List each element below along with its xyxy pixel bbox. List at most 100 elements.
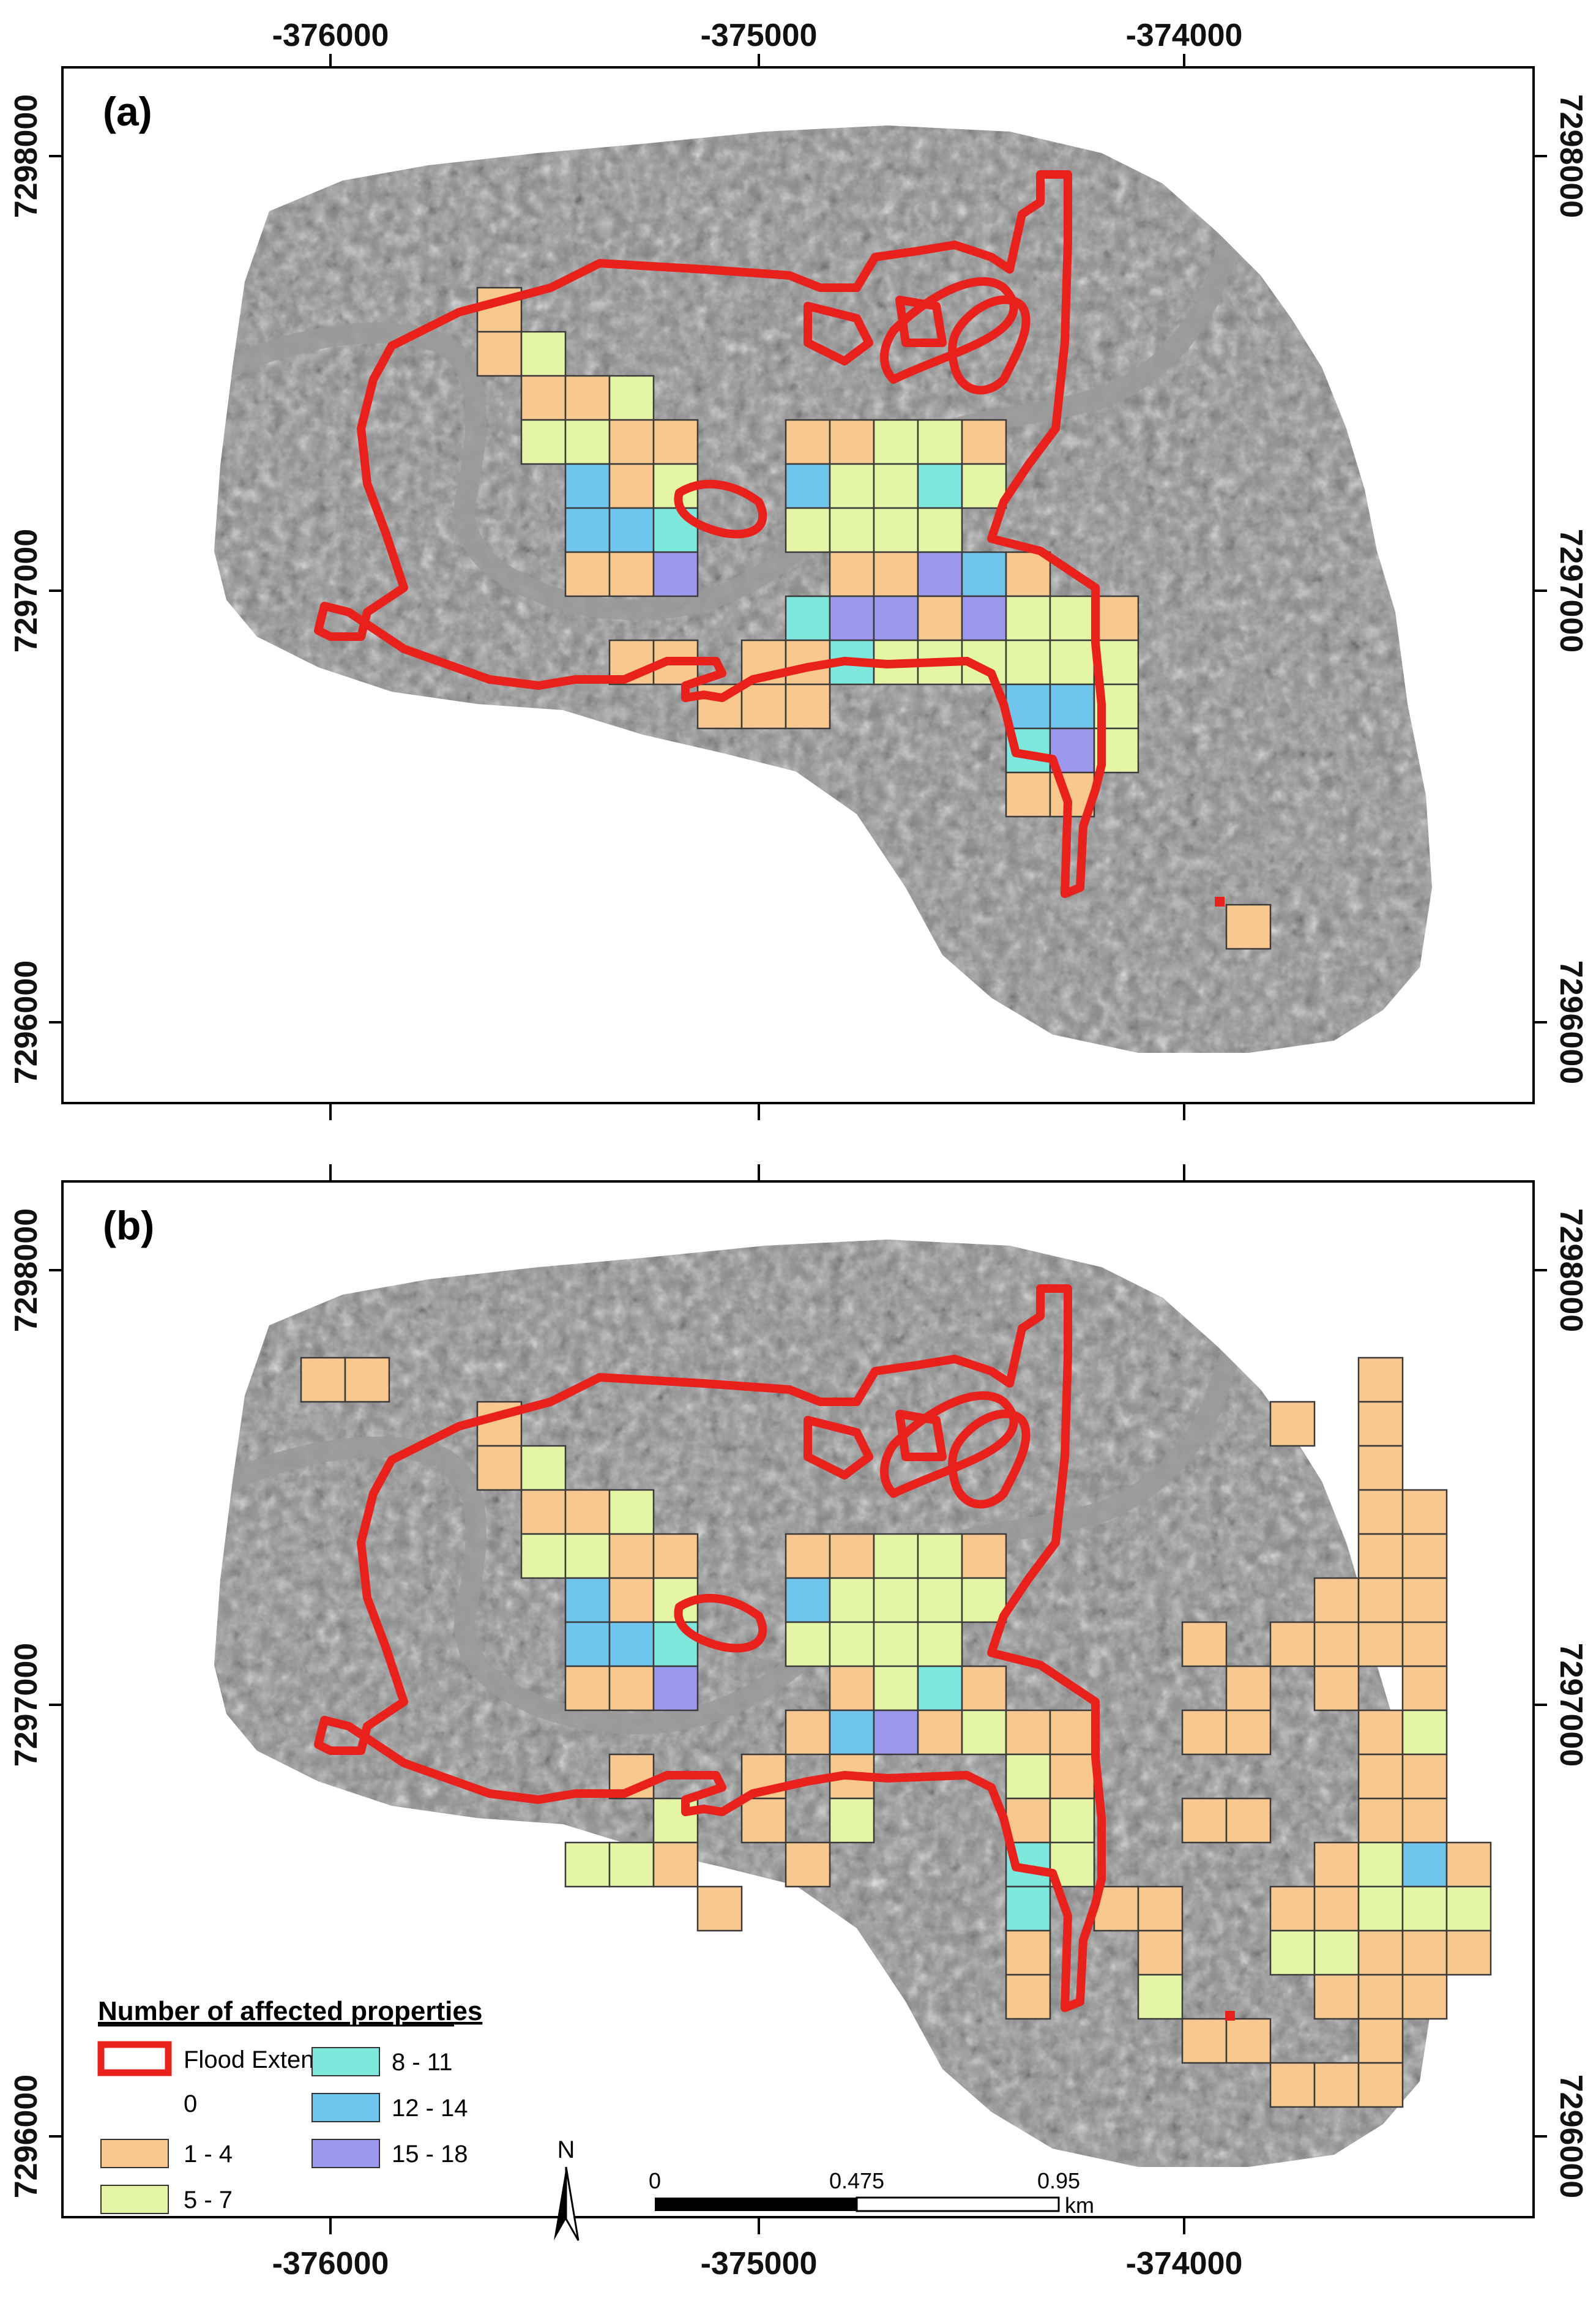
y-tick-label-right-b: 7297000: [1553, 1643, 1589, 1767]
legend-flood-swatch: [97, 2041, 172, 2076]
y-tick-label-left-b: 7296000: [9, 2075, 44, 2198]
grid-cell: [785, 1533, 831, 1579]
grid-cell: [652, 1841, 699, 1888]
grid-cell: [917, 1577, 963, 1623]
grid-cell: [1313, 1841, 1360, 1888]
grid-cell: [961, 1577, 1007, 1623]
grid-cell: [829, 419, 875, 465]
grid-cell: [1401, 1929, 1448, 1976]
y-tick-label-right-a: 7298000: [1553, 94, 1589, 218]
grid-cell: [1005, 551, 1051, 597]
panel-label: (b): [103, 1203, 154, 1248]
grid-cell: [917, 507, 963, 553]
grid-cell: [829, 1577, 875, 1623]
grid-cell: [1005, 1709, 1051, 1756]
grid-cell: [608, 1841, 655, 1888]
grid-cell: [1357, 1577, 1404, 1623]
grid-cell: [873, 1621, 919, 1667]
grid-cell: [1357, 1841, 1404, 1888]
grid-cell: [785, 683, 831, 730]
flood-extent-outline: [314, 170, 1106, 898]
grid-cell: [608, 507, 655, 553]
grid-cell: [1401, 1974, 1448, 2020]
grid-cell: [1181, 1621, 1228, 1667]
grid-cell: [1313, 1665, 1360, 1712]
scale-label-mid: 0.475: [829, 2168, 884, 2193]
grid-cell: [1093, 595, 1139, 642]
grid-cell: [564, 1621, 611, 1667]
grid-cell: [785, 1621, 831, 1667]
grid-cells: [300, 1356, 1492, 2108]
grid-cell: [873, 463, 919, 509]
grid-cell: [520, 1533, 567, 1579]
grid-cell: [1049, 595, 1095, 642]
y-tick-label-left-a: 7297000: [9, 529, 44, 653]
grid-cell: [1357, 1974, 1404, 2020]
grid-cell: [785, 463, 831, 509]
grid-cell: [608, 463, 655, 509]
grid-cell: [1049, 639, 1095, 686]
scale-segment-black: [655, 2198, 857, 2211]
legend-title: Number of affected properties: [98, 1996, 482, 2026]
grid-cell: [1401, 1533, 1448, 1579]
grid-cell: [1401, 1753, 1448, 1800]
grid-cell: [829, 551, 875, 597]
grid-cell: [1269, 1929, 1316, 1976]
grid-cell: [1357, 1929, 1404, 1976]
grid-cell: [1005, 1753, 1051, 1800]
grid-cell: [785, 1709, 831, 1756]
grid-cell: [520, 419, 567, 465]
north-label: N: [557, 2136, 575, 2163]
x-tick-label-bottom-b: -374000: [1126, 2246, 1243, 2281]
grid-cell: [873, 507, 919, 553]
x-tick-label-top-a: -375000: [701, 18, 818, 53]
grid-cell: [873, 1533, 919, 1579]
grid-cell: [1401, 1841, 1448, 1888]
grid-cell: [1049, 683, 1095, 730]
grid-cell: [608, 419, 655, 465]
grid-cell: [608, 1533, 655, 1579]
legend-class-8-11-swatch: [311, 2047, 380, 2076]
scale-unit: km: [1065, 2193, 1094, 2218]
grid-cell: [520, 331, 567, 377]
grid-cell: [1005, 595, 1051, 642]
legend-class-5-7-swatch: [100, 2185, 169, 2214]
grid-cell: [917, 1665, 963, 1712]
grid-cell: [1357, 1533, 1404, 1579]
grid-cell: [917, 595, 963, 642]
grid-cell: [917, 419, 963, 465]
grid-cell: [564, 1489, 611, 1535]
red-property-marker: [1225, 2011, 1235, 2021]
grid-cell: [1269, 1621, 1316, 1667]
grid-cell: [961, 1709, 1007, 1756]
grid-cell: [1005, 1974, 1051, 2020]
grid-cell: [1357, 1753, 1404, 1800]
legend-class-1-4-label: 1 - 4: [184, 2141, 233, 2168]
axis-ticks: -376000 -376000 -375000 -375000 -374000 -3740…: [9, 18, 1589, 2281]
legend-flood-label: Flood Extent: [184, 2046, 321, 2073]
grid-cell: [564, 1533, 611, 1579]
grid-cell: [1137, 1885, 1184, 1932]
grid-cell: [652, 1533, 699, 1579]
grid-cell: [1005, 1929, 1051, 1976]
grid-cell: [564, 463, 611, 509]
grid-cell: [873, 419, 919, 465]
y-tick-label-right-a: 7296000: [1553, 960, 1589, 1084]
grid-cell: [1269, 1885, 1316, 1932]
x-tick-label-top-a: -374000: [1126, 18, 1243, 53]
grid-cell: [564, 419, 611, 465]
grid-cell: [1357, 1401, 1404, 1447]
grid-cell: [1401, 1621, 1448, 1667]
grid-cell: [829, 507, 875, 553]
grid-cell: [1005, 1885, 1051, 1932]
grid-cell: [917, 1709, 963, 1756]
grid-cell: [564, 375, 611, 421]
grid-cell: [520, 375, 567, 421]
grid-cell: [873, 1577, 919, 1623]
grid-cell: [829, 1709, 875, 1756]
grid-cell: [1357, 1356, 1404, 1403]
grid-cell: [564, 1577, 611, 1623]
grid-cell: [608, 1621, 655, 1667]
grid-cell: [1401, 1489, 1448, 1535]
grid-cell: [961, 1533, 1007, 1579]
